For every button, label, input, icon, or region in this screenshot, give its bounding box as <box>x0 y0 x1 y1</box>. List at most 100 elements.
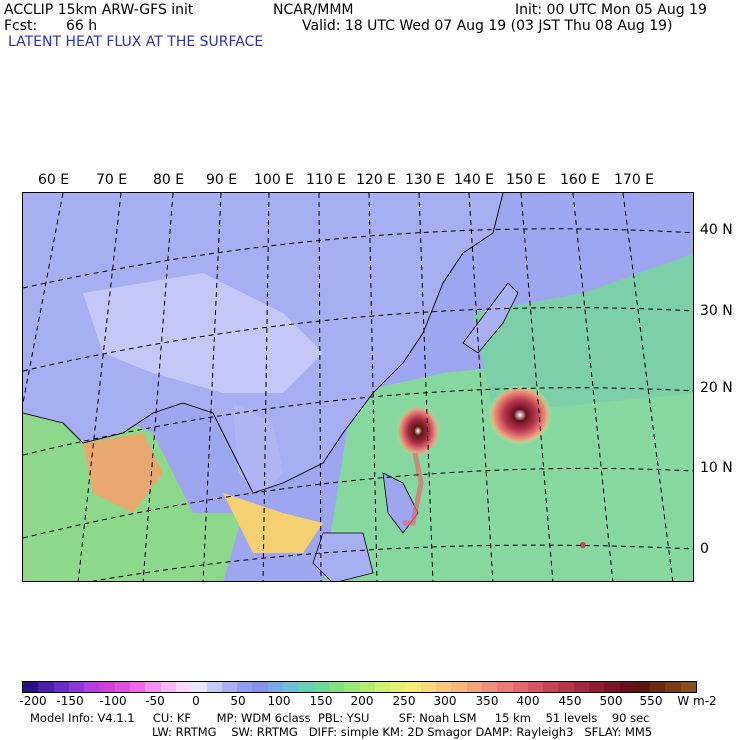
colorbar-label: 50 <box>230 694 246 708</box>
colorbar-label: -100 <box>99 694 127 708</box>
colorbar-swatch <box>252 682 268 692</box>
indochina <box>233 403 283 493</box>
colorbar-label: -50 <box>145 694 165 708</box>
lon-label: 60 E <box>38 172 70 188</box>
colorbar-unit: W m-2 <box>677 694 717 708</box>
colorbar-swatch <box>604 682 620 692</box>
lon-label: 140 E <box>454 172 495 188</box>
init-time: Init: 00 UTC Mon 05 Aug 19 <box>515 2 707 18</box>
field-title: LATENT HEAT FLUX AT THE SURFACE <box>8 34 264 50</box>
colorbar-label: 350 <box>475 694 499 708</box>
colorbar-swatch <box>206 682 222 692</box>
colorbar-label: 200 <box>350 694 374 708</box>
colorbar-swatch <box>283 682 299 692</box>
lon-label: 90 E <box>206 172 238 188</box>
colorbar-swatch <box>527 682 544 692</box>
colorbar-swatch <box>390 682 406 692</box>
lat-label: 30 N <box>700 303 733 319</box>
colorbar-swatch <box>191 682 207 692</box>
colorbar-label: 300 <box>433 694 457 708</box>
colorbar-swatch <box>573 682 589 692</box>
colorbar-swatch <box>512 682 528 692</box>
colorbar-label: 150 <box>309 694 333 708</box>
graticule <box>23 193 693 581</box>
convection-spot <box>580 542 586 548</box>
lon-label: 80 E <box>153 172 185 188</box>
colorbar-swatch <box>650 682 666 692</box>
colorbar-swatch <box>405 682 421 692</box>
colorbar-swatch <box>665 682 681 692</box>
colorbar-swatch <box>374 682 391 692</box>
lon-label: 110 E <box>306 172 347 188</box>
lon-label: 170 E <box>614 172 655 188</box>
colorbar-label: -200 <box>19 694 47 708</box>
colorbar-swatch <box>53 682 69 692</box>
physics-info-line: LW: RRTMG SW: RRTMG DIFF: simple KM: 2D … <box>152 725 653 739</box>
map-canvas <box>23 193 693 581</box>
south-china-sea-region <box>223 493 323 553</box>
colorbar-label: 100 <box>267 694 291 708</box>
colorbar <box>22 681 697 693</box>
lat-label: 20 N <box>700 380 733 396</box>
colorbar-swatch <box>160 682 176 692</box>
model-title: ACCLIP 15km ARW-GFS init <box>4 2 194 18</box>
colorbar-swatch <box>99 682 115 692</box>
colorbar-label: 550 <box>639 694 663 708</box>
lon-label: 160 E <box>560 172 601 188</box>
lon-label: 120 E <box>356 172 397 188</box>
colorbar-swatch <box>558 682 574 692</box>
colorbar-swatch <box>145 682 161 692</box>
colorbar-swatch <box>38 682 54 692</box>
forecast-hour: 66 h <box>66 18 98 34</box>
model-info-line: Model Info: V4.1.1 CU: KF MP: WDM 6class… <box>30 711 650 725</box>
colorbar-swatch <box>298 682 314 692</box>
typhoon-east <box>488 385 552 445</box>
latent-heat-flux-map <box>22 192 694 582</box>
lat-label: 0 <box>700 541 709 557</box>
colorbar-swatch <box>68 682 85 692</box>
colorbar-swatch <box>221 682 238 692</box>
lon-label: 130 E <box>405 172 446 188</box>
colorbar-swatch <box>680 682 697 692</box>
colorbar-swatch <box>84 682 100 692</box>
colorbar-swatch <box>619 682 635 692</box>
colorbar-swatch <box>328 682 345 692</box>
colorbar-swatch <box>114 682 131 692</box>
colorbar-swatch <box>466 682 482 692</box>
organization: NCAR/MMM <box>273 2 354 18</box>
colorbar-swatch <box>23 682 39 692</box>
colorbar-swatch <box>130 682 146 692</box>
colorbar-swatch <box>313 682 329 692</box>
colorbar-label: -150 <box>56 694 84 708</box>
lon-label: 150 E <box>506 172 547 188</box>
rainband-west <box>403 452 424 526</box>
valid-time: Valid: 18 UTC Wed 07 Aug 19 (03 JST Thu … <box>302 18 673 34</box>
borneo <box>312 532 374 581</box>
north-pacific-region <box>473 253 693 413</box>
forecast-label: Fcst: <box>4 18 38 34</box>
colorbar-swatch <box>436 682 452 692</box>
japan <box>462 282 519 354</box>
colorbar-swatch <box>420 682 437 692</box>
colorbar-swatch <box>497 682 513 692</box>
typhoon-west <box>396 405 440 457</box>
lon-label: 70 E <box>96 172 128 188</box>
colorbar-swatch <box>175 682 192 692</box>
arabian-sea-region <box>83 433 163 513</box>
colorbar-swatch <box>359 682 375 692</box>
colorbar-swatch <box>451 682 467 692</box>
colorbar-swatch <box>267 682 284 692</box>
colorbar-label: 450 <box>558 694 582 708</box>
lat-label: 40 N <box>700 222 733 238</box>
colorbar-swatch <box>634 682 651 692</box>
lat-label: 10 N <box>700 460 733 476</box>
colorbar-swatch <box>344 682 360 692</box>
tibetan-plateau <box>83 273 323 393</box>
colorbar-swatch <box>543 682 559 692</box>
colorbar-swatch <box>481 682 498 692</box>
colorbar-label: 0 <box>192 694 200 708</box>
colorbar-label: 250 <box>392 694 416 708</box>
colorbar-swatch <box>237 682 253 692</box>
colorbar-swatch <box>588 682 605 692</box>
lon-label: 100 E <box>254 172 295 188</box>
